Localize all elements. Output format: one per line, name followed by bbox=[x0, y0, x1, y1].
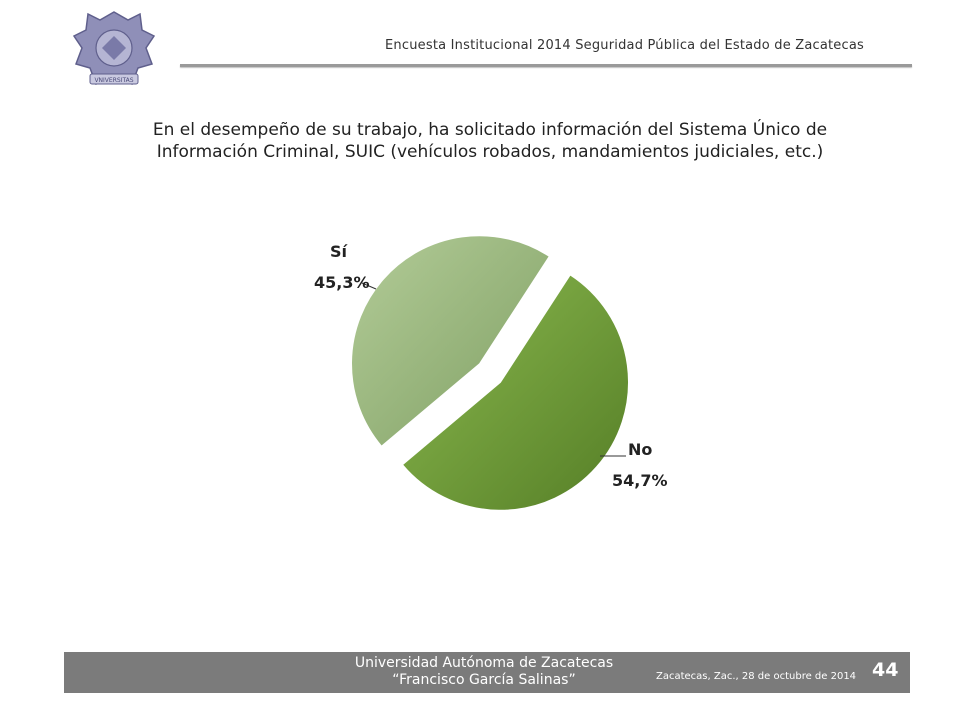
footer-date: Zacatecas, Zac., 28 de octubre de 2014 bbox=[656, 671, 857, 682]
header-divider bbox=[180, 64, 912, 67]
slice-value-no: 54,7% bbox=[612, 471, 668, 490]
question-text: En el desempeño de su trabajo, ha solici… bbox=[100, 119, 880, 163]
footer-university: Universidad Autónoma de Zacatecas “Franc… bbox=[354, 655, 614, 689]
slice-label-no: No bbox=[628, 440, 652, 459]
page-number: 44 bbox=[872, 659, 899, 681]
pie-slice-si bbox=[351, 235, 550, 447]
pie-chart-svg: Sí 45,3% No 54,7% bbox=[314, 235, 668, 511]
question-line-1: En el desempeño de su trabajo, ha solici… bbox=[152, 120, 828, 140]
university-seal-icon: VNIVERSITAS bbox=[68, 8, 160, 94]
question-line-2: Información Criminal, SUIC (vehículos ro… bbox=[156, 142, 824, 162]
leader-line-si bbox=[361, 282, 377, 290]
pie-slice-no bbox=[401, 274, 629, 511]
slice-label-si: Sí bbox=[330, 242, 349, 261]
footer-bar: Universidad Autónoma de Zacatecas “Franc… bbox=[64, 652, 910, 693]
slice-value-si: 45,3% bbox=[314, 273, 370, 292]
footer-university-line: Universidad Autónoma de Zacatecas bbox=[354, 655, 614, 671]
pie-chart: Sí 45,3% No 54,7% bbox=[300, 225, 700, 529]
seal-banner-text: VNIVERSITAS bbox=[94, 77, 133, 84]
header-title: Encuesta Institucional 2014 Seguridad Pú… bbox=[385, 38, 864, 53]
footer-university-name: “Francisco García Salinas” bbox=[392, 672, 576, 688]
